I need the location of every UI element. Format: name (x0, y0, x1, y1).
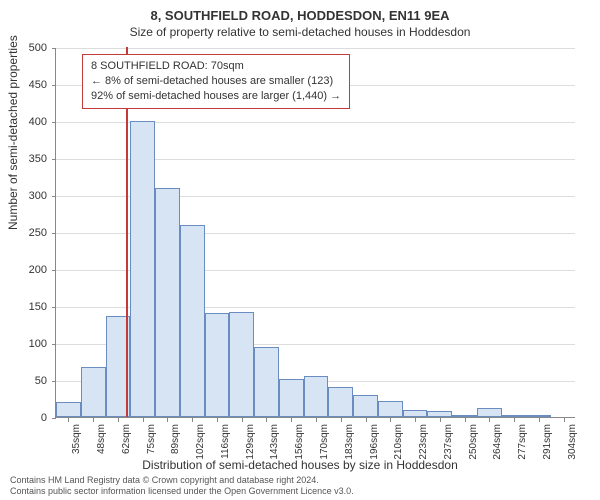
histogram-bar (477, 408, 502, 417)
histogram-bar (304, 376, 329, 417)
y-tick-mark (52, 85, 56, 86)
y-tick-label: 350 (17, 153, 47, 165)
x-tick-label: 35sqm (71, 424, 82, 454)
footer-line-2: Contains public sector information licen… (10, 486, 354, 497)
x-tick-mark (390, 418, 391, 422)
y-tick-mark (52, 344, 56, 345)
histogram-bar (403, 410, 428, 417)
x-tick-label: 196sqm (369, 424, 380, 460)
x-tick-label: 143sqm (269, 424, 280, 460)
x-tick-label: 48sqm (96, 424, 107, 454)
chart-subtitle: Size of property relative to semi-detach… (0, 23, 600, 45)
x-tick-label: 223sqm (418, 424, 429, 460)
histogram-bar (81, 367, 106, 417)
y-tick-label: 300 (17, 190, 47, 202)
x-tick-mark (366, 418, 367, 422)
x-tick-label: 156sqm (294, 424, 305, 460)
x-tick-label: 89sqm (170, 424, 181, 454)
histogram-bar (254, 347, 279, 417)
x-tick-label: 304sqm (567, 424, 578, 460)
histogram-bar (279, 379, 304, 417)
y-tick-label: 450 (17, 79, 47, 91)
histogram-bar (353, 395, 378, 417)
chart-title: 8, SOUTHFIELD ROAD, HODDESDON, EN11 9EA (0, 0, 600, 23)
y-tick-label: 50 (17, 375, 47, 387)
histogram-bar (328, 387, 353, 417)
histogram-bar (526, 415, 551, 417)
x-tick-mark (539, 418, 540, 422)
y-tick-mark (52, 381, 56, 382)
histogram-bar (205, 313, 230, 417)
x-tick-label: 264sqm (492, 424, 503, 460)
x-tick-mark (118, 418, 119, 422)
x-tick-label: 291sqm (542, 424, 553, 460)
y-tick-label: 0 (17, 412, 47, 424)
x-tick-mark (68, 418, 69, 422)
x-tick-label: 102sqm (195, 424, 206, 460)
histogram-bar (180, 225, 205, 417)
x-tick-label: 210sqm (393, 424, 404, 460)
x-tick-mark (167, 418, 168, 422)
x-tick-mark (415, 418, 416, 422)
y-tick-mark (52, 196, 56, 197)
infobox-line: 8 SOUTHFIELD ROAD: 70sqm (91, 59, 341, 74)
histogram-bar (427, 411, 452, 417)
x-tick-label: 277sqm (517, 424, 528, 460)
annotation-infobox: 8 SOUTHFIELD ROAD: 70sqm← 8% of semi-det… (82, 54, 350, 109)
histogram-bar (229, 312, 254, 417)
x-tick-label: 75sqm (146, 424, 157, 454)
histogram-bar (56, 402, 81, 417)
x-tick-label: 129sqm (245, 424, 256, 460)
x-tick-mark (440, 418, 441, 422)
chart-area: 05010015020025030035040045050035sqm48sqm… (55, 48, 575, 418)
y-tick-label: 250 (17, 227, 47, 239)
y-tick-label: 150 (17, 301, 47, 313)
y-tick-mark (52, 233, 56, 234)
x-tick-label: 62sqm (121, 424, 132, 454)
x-tick-mark (316, 418, 317, 422)
histogram-bar (502, 415, 527, 417)
x-tick-mark (465, 418, 466, 422)
y-tick-label: 500 (17, 42, 47, 54)
y-tick-mark (52, 159, 56, 160)
y-tick-mark (52, 270, 56, 271)
x-tick-mark (514, 418, 515, 422)
x-tick-label: 170sqm (319, 424, 330, 460)
y-tick-label: 200 (17, 264, 47, 276)
histogram-bar (378, 401, 403, 417)
infobox-line: ← 8% of semi-detached houses are smaller… (91, 74, 341, 89)
plot-region: 05010015020025030035040045050035sqm48sqm… (55, 48, 575, 418)
footer-attribution: Contains HM Land Registry data © Crown c… (10, 475, 354, 497)
histogram-bar (452, 415, 477, 417)
x-tick-mark (564, 418, 565, 422)
x-tick-mark (93, 418, 94, 422)
x-tick-mark (192, 418, 193, 422)
x-axis-label: Distribution of semi-detached houses by … (0, 458, 600, 472)
histogram-bar (130, 121, 155, 417)
x-tick-label: 183sqm (344, 424, 355, 460)
y-tick-mark (52, 122, 56, 123)
x-tick-mark (242, 418, 243, 422)
y-tick-mark (52, 48, 56, 49)
x-tick-mark (489, 418, 490, 422)
x-tick-mark (341, 418, 342, 422)
x-tick-mark (143, 418, 144, 422)
histogram-bar (155, 188, 180, 417)
x-tick-label: 116sqm (220, 424, 231, 459)
infobox-line: 92% of semi-detached houses are larger (… (91, 89, 341, 104)
y-tick-mark (52, 418, 56, 419)
y-tick-label: 400 (17, 116, 47, 128)
x-tick-label: 237sqm (443, 424, 454, 460)
x-tick-label: 250sqm (468, 424, 479, 460)
x-tick-mark (266, 418, 267, 422)
footer-line-1: Contains HM Land Registry data © Crown c… (10, 475, 354, 486)
y-tick-label: 100 (17, 338, 47, 350)
y-tick-mark (52, 307, 56, 308)
gridline (56, 48, 575, 49)
x-tick-mark (217, 418, 218, 422)
x-tick-mark (291, 418, 292, 422)
